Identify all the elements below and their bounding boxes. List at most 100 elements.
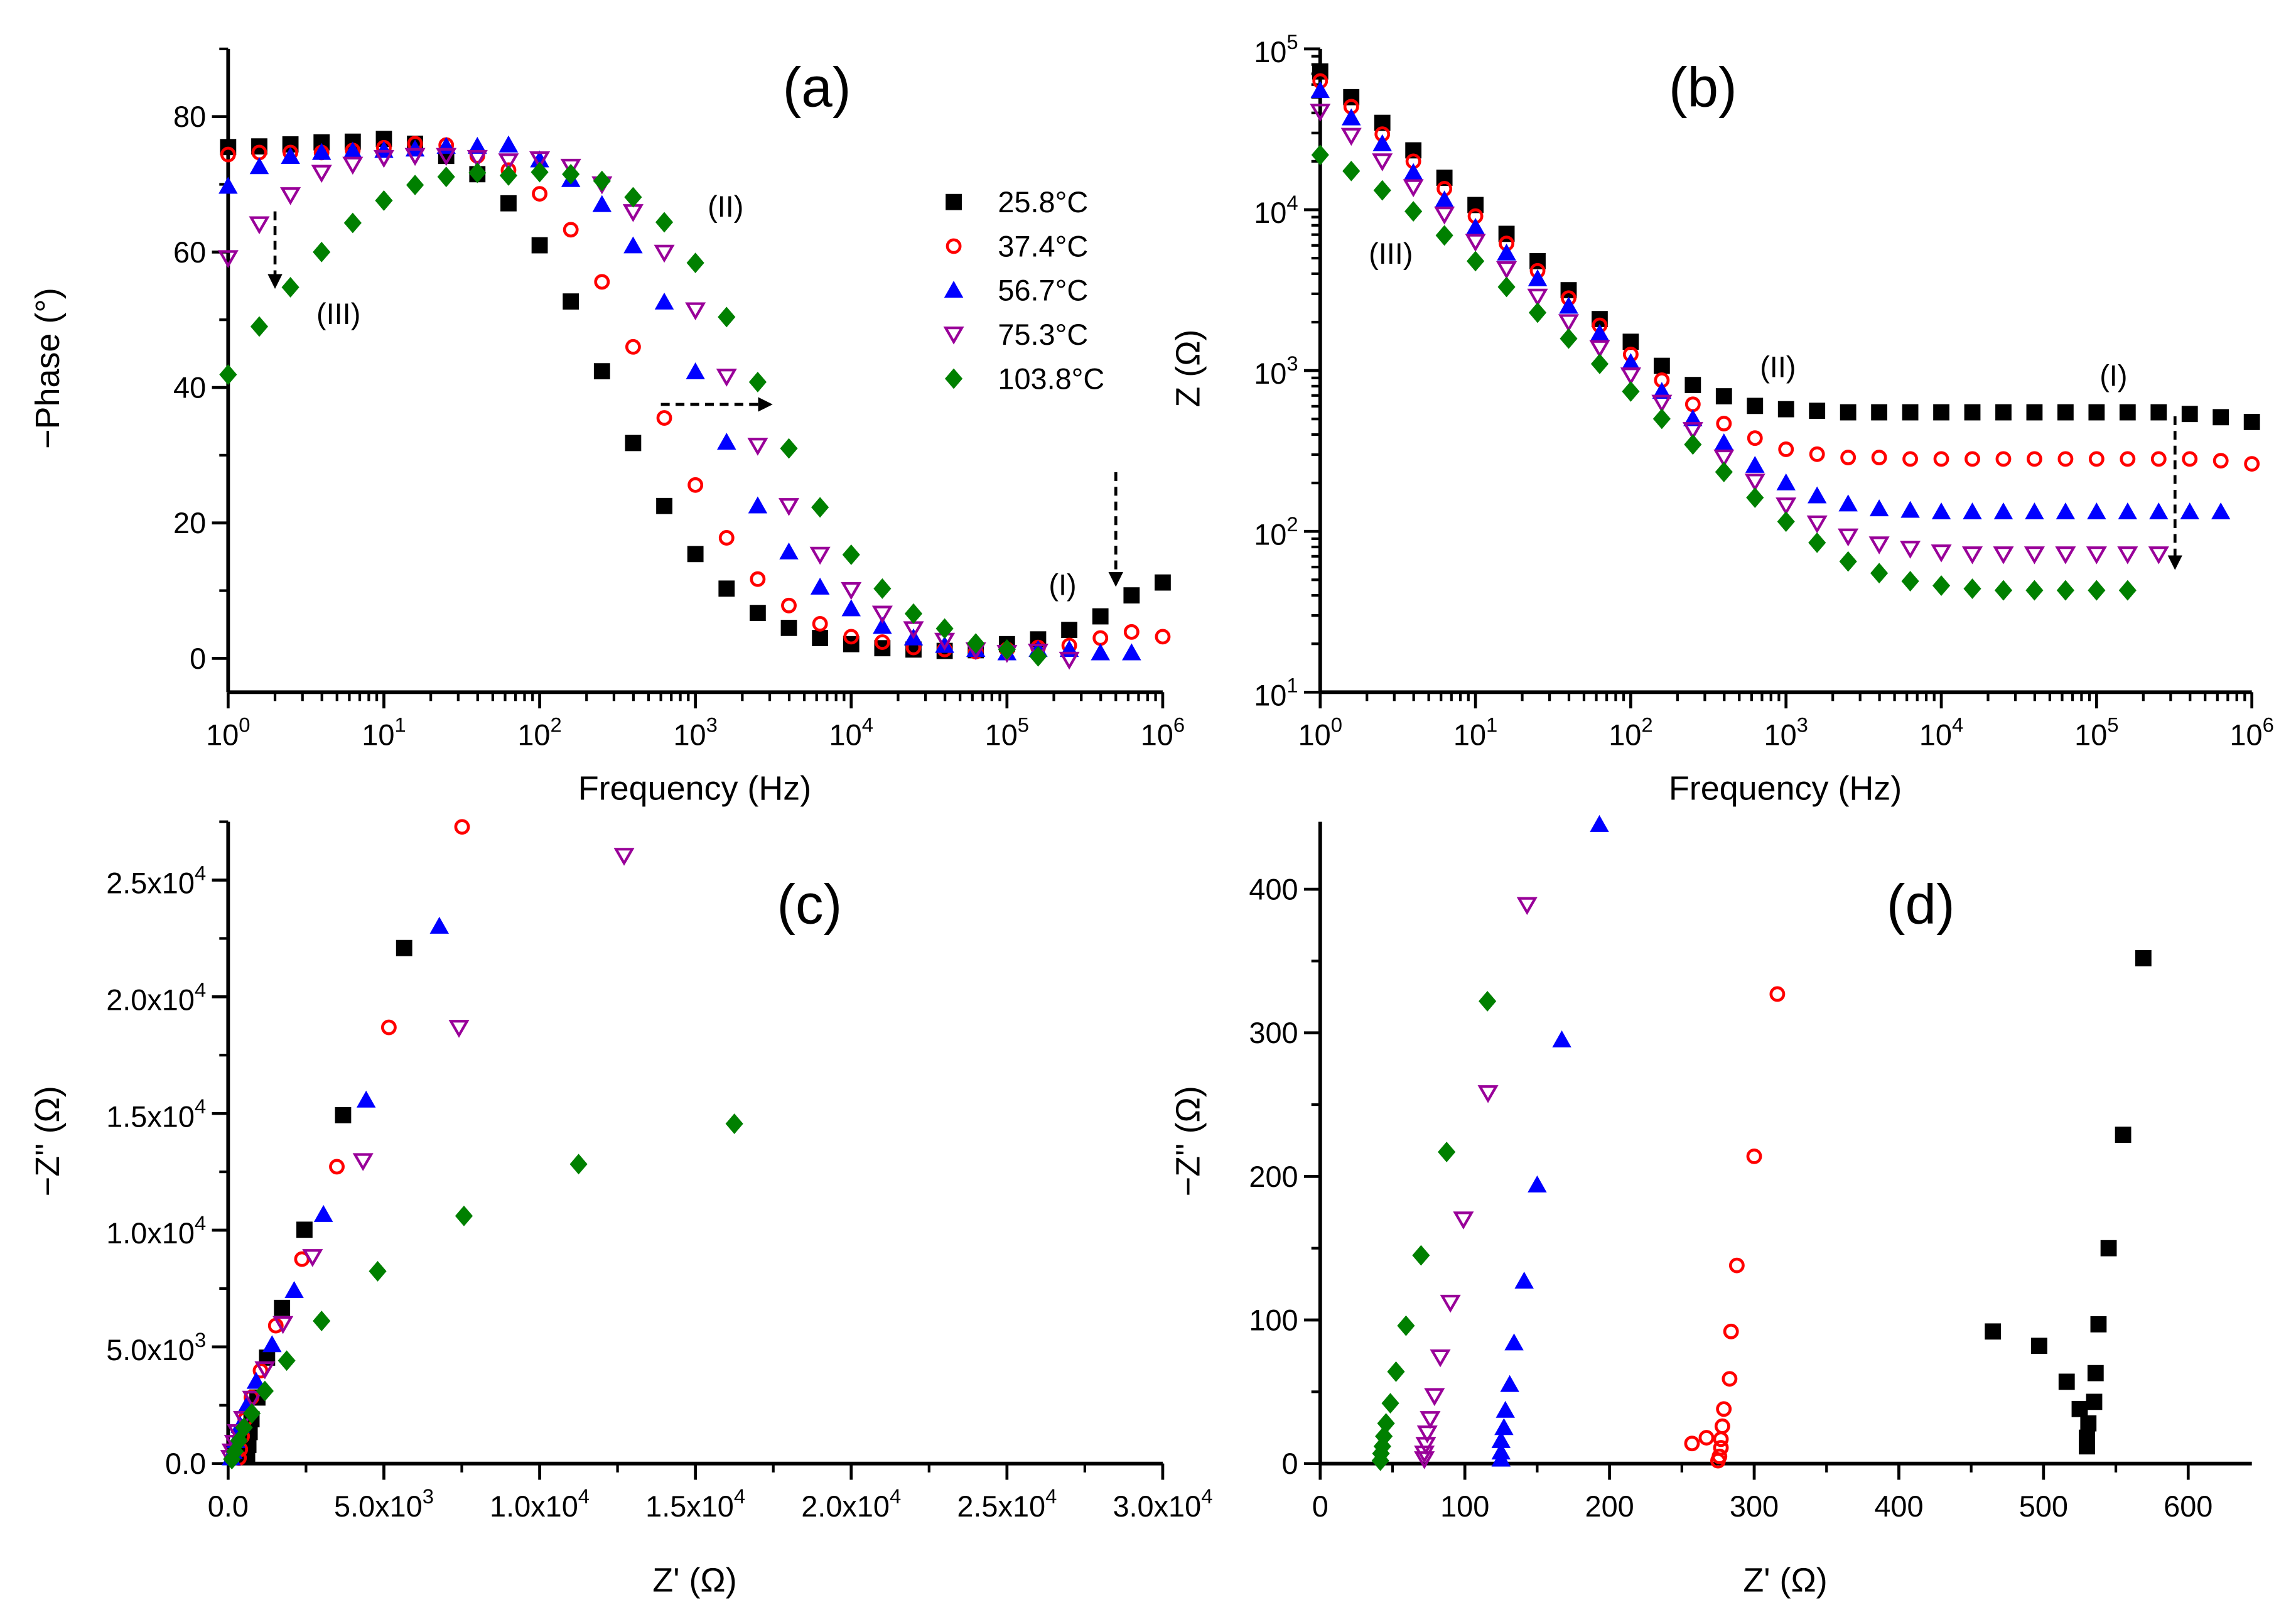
- data-point-triangle-down: [613, 848, 635, 866]
- series-75-3C: [1414, 897, 1538, 1469]
- data-point-triangle-down: [1496, 261, 1517, 279]
- data-point-diamond: [873, 578, 892, 599]
- tick-label-exponent: 3: [1286, 352, 1298, 375]
- x-axis-title: Frequency (Hz): [578, 769, 811, 807]
- data-point-triangle-up: [249, 157, 269, 175]
- tick-label-base: 3.0x10: [1113, 1490, 1201, 1523]
- data-point-triangle-up: [1496, 1400, 1515, 1418]
- data-point-circle: [812, 615, 828, 632]
- data-point-triangle-down: [302, 1249, 323, 1267]
- data-point-triangle-up: [1403, 163, 1423, 180]
- data-point-triangle-up: [1497, 243, 1516, 261]
- data-point-triangle-down: [943, 326, 964, 345]
- series-37-4C: [1684, 986, 1786, 1469]
- tick-label-base: 1.0x10: [490, 1490, 578, 1523]
- y-tick-label: 400: [1249, 873, 1298, 906]
- data-point-triangle-down: [1372, 153, 1393, 171]
- data-point-triangle-up: [1993, 502, 2013, 520]
- data-point-square: [1684, 377, 1701, 394]
- data-point-diamond: [1387, 1361, 1405, 1382]
- data-point-triangle-up: [281, 147, 300, 165]
- region-annotation: (III): [316, 298, 360, 330]
- data-point-triangle-down: [1527, 288, 1548, 307]
- tick-label-base: 1.0x10: [106, 1217, 195, 1250]
- data-point-triangle-down: [1059, 651, 1080, 670]
- data-point-diamond: [748, 372, 767, 392]
- data-point-square: [946, 193, 962, 210]
- data-point-square: [531, 237, 548, 254]
- y-tick-label: 5.0x103: [106, 1328, 206, 1366]
- data-point-triangle-down: [2055, 546, 2076, 565]
- data-point-diamond: [1560, 328, 1578, 349]
- legend-item: 56.7°C: [944, 274, 1088, 307]
- y-tick-label: 0.0: [165, 1447, 206, 1480]
- data-point-square: [593, 363, 610, 380]
- tick-label-exponent: 5: [2107, 713, 2118, 737]
- x-tick-label: 0.0: [208, 1490, 249, 1523]
- series-56-7C: [222, 916, 450, 1466]
- data-point-square: [1155, 574, 1171, 591]
- x-tick-label: 100: [1440, 1490, 1489, 1523]
- data-point-triangle-down: [242, 1390, 263, 1409]
- data-point-diamond: [2088, 580, 2106, 601]
- tick-label-exponent: 4: [195, 978, 206, 1001]
- data-point-triangle-up: [717, 433, 736, 450]
- x-tick-label: 101: [362, 713, 406, 752]
- tick-label-base: 10: [1254, 679, 1286, 711]
- data-point-triangle-up: [2025, 502, 2044, 520]
- tick-label-exponent: 4: [734, 1485, 745, 1508]
- data-point-triangle-up: [1091, 643, 1110, 661]
- data-point-triangle-down: [1589, 340, 1610, 359]
- data-point-diamond: [2118, 580, 2137, 601]
- tick-label-base: 0: [1312, 1490, 1329, 1523]
- tick-label-base: 100: [1249, 1304, 1298, 1336]
- data-point-square: [2135, 949, 2152, 966]
- data-point-triangle-up: [1838, 494, 1858, 512]
- data-point-square: [1840, 404, 1857, 421]
- x-axis-title: Z' (Ω): [1743, 1562, 1827, 1599]
- data-point-circle: [563, 222, 579, 238]
- tick-label-base: 10: [985, 719, 1018, 752]
- data-point-triangle-down: [2148, 546, 2169, 565]
- tick-label-base: 10: [829, 719, 862, 752]
- legend-item: 103.8°C: [944, 362, 1104, 395]
- panel-label: (b): [1669, 55, 1737, 118]
- data-point-square: [2115, 1127, 2132, 1143]
- data-point-circle: [843, 629, 860, 645]
- data-point-triangle-up: [1514, 1272, 1534, 1289]
- data-point-triangle-down: [1961, 546, 1983, 565]
- x-tick-label: 101: [1453, 713, 1497, 752]
- y-tick-label: 2.0x104: [106, 978, 206, 1016]
- data-point-diamond: [499, 165, 518, 186]
- x-tick-label: 0: [1312, 1490, 1329, 1523]
- data-point-diamond: [2056, 580, 2074, 601]
- tick-label-base: 10: [1609, 719, 1641, 752]
- data-point-triangle-down: [1430, 1349, 1451, 1368]
- data-point-triangle-up: [284, 1281, 304, 1298]
- data-point-diamond: [313, 241, 331, 262]
- data-point-triangle-up: [2180, 502, 2199, 520]
- x-tick-label: 1.0x104: [490, 1485, 590, 1523]
- data-point-triangle-up: [1807, 486, 1827, 504]
- data-point-diamond: [1932, 575, 1951, 596]
- data-point-circle: [1747, 430, 1763, 446]
- data-point-triangle-up: [2056, 502, 2076, 520]
- data-point-square: [1653, 357, 1670, 374]
- y-tick-label: 20: [173, 507, 206, 539]
- x-tick-label: 103: [1764, 713, 1808, 752]
- data-point-diamond: [1963, 578, 1981, 599]
- data-point-circle: [2057, 451, 2074, 467]
- data-point-square: [296, 1221, 313, 1238]
- tick-label-base: 10: [206, 719, 239, 752]
- tick-label-exponent: 1: [1286, 673, 1298, 696]
- data-point-triangle-down: [2086, 546, 2107, 565]
- data-point-triangle-up: [592, 195, 612, 212]
- y-axis-title: −Phase (°): [29, 288, 67, 449]
- data-point-diamond: [1371, 1450, 1389, 1471]
- tick-label-base: 40: [173, 371, 206, 404]
- panel-a-phase-vs-frequency: 100 101 102 103 104 105 106020406080Frequency …: [29, 47, 1185, 807]
- data-point-triangle-up: [935, 635, 954, 653]
- x-tick-label: 300: [1730, 1490, 1779, 1523]
- data-point-square: [2150, 404, 2167, 421]
